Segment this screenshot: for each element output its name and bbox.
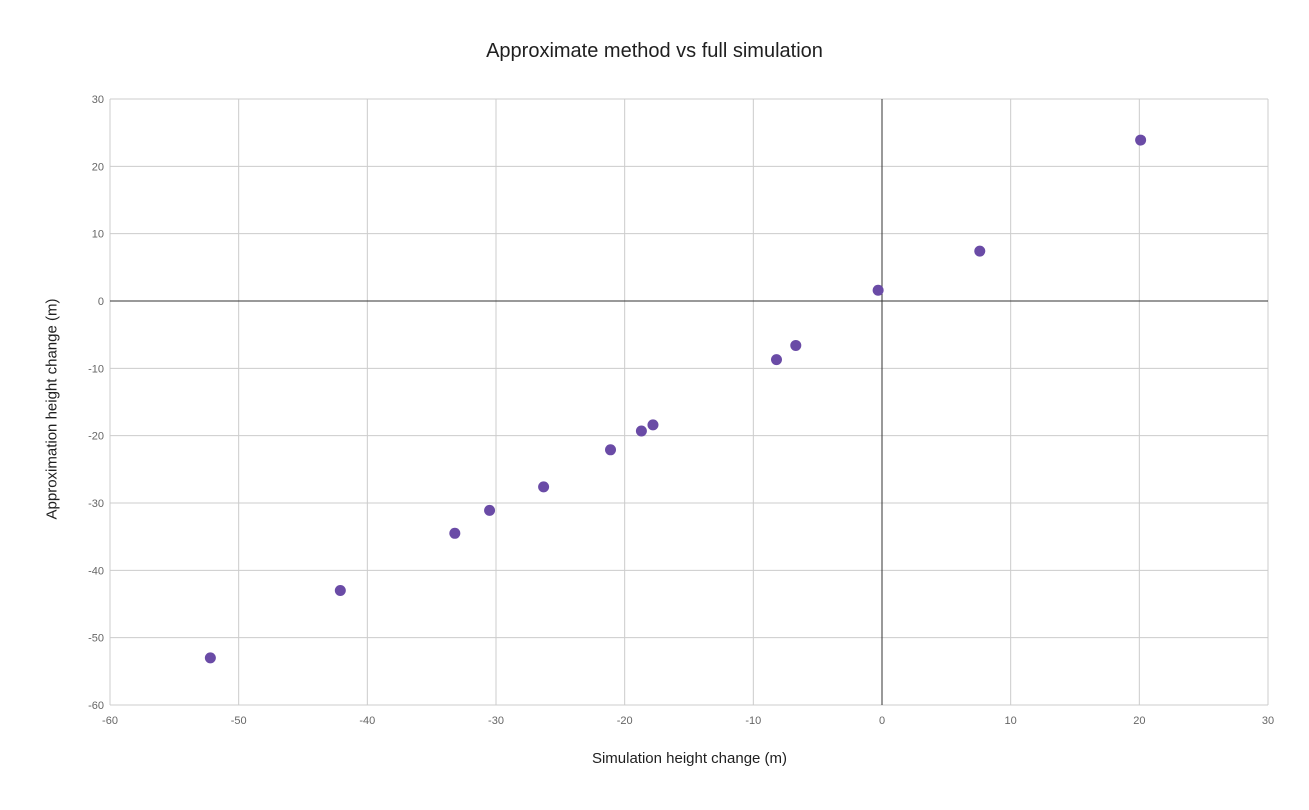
x-tick-label: 10 [1005,715,1017,727]
y-tick-label: -60 [88,700,104,712]
y-tick-label: 30 [92,94,104,106]
x-tick-label: 30 [1262,715,1274,727]
x-tick-label: -50 [231,715,247,727]
data-point [204,652,216,664]
data-point [334,585,346,597]
data-point [1135,134,1147,146]
y-tick-label: -50 [88,633,104,645]
y-tick-label: -30 [88,498,104,510]
data-point [790,339,802,351]
data-point [484,504,496,516]
y-tick-label: -40 [88,565,104,577]
data-point [605,444,617,456]
data-point [635,425,647,437]
x-tick-label: -30 [488,715,504,727]
data-point [647,419,659,431]
x-axis-label: Simulation height change (m) [591,750,788,767]
chart-title: Approximate method vs full simulation [486,40,823,62]
x-tick-label: -20 [617,715,633,727]
x-tick-label: -10 [745,715,761,727]
x-tick-label: -60 [102,715,118,727]
x-tick-label: -40 [359,715,375,727]
data-point [770,354,782,366]
data-point [538,481,550,493]
y-tick-label: 20 [92,161,104,173]
y-tick-label: 10 [92,229,104,241]
x-tick-label: 20 [1133,715,1145,727]
data-point [449,527,461,539]
y-tick-label: -10 [88,363,104,375]
y-tick-label: 0 [98,296,104,308]
data-point [872,284,884,296]
x-tick-label: 0 [879,715,885,727]
data-point [974,245,986,257]
y-tick-label: -20 [88,431,104,443]
y-axis-label: Approximation height change (m) [43,298,61,520]
